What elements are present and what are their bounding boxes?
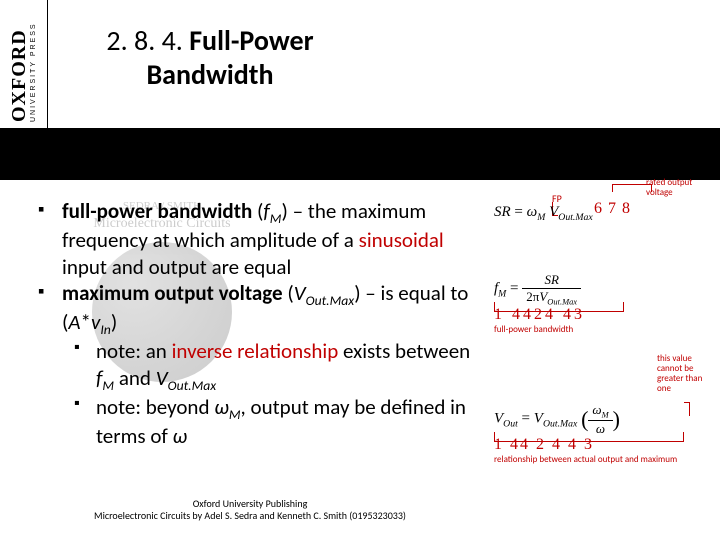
eq1-formula: SR = ωM VOut.Max <box>494 204 593 223</box>
eq2-annot-below: full-power bandwidth <box>494 324 573 335</box>
bullet-item: maximum output voltage (VOut.Max) – is e… <box>38 280 488 339</box>
bullet-list: full-power bandwidth (fM) – the maximum … <box>38 198 488 449</box>
equations-panel: rated output voltage FP SR = ωM VOut.Max… <box>494 184 714 484</box>
eq2-brace-icon <box>494 302 624 312</box>
publisher-main-text: OXFORD <box>8 29 31 122</box>
bullet-item: full-power bandwidth (fM) – the maximum … <box>38 198 488 280</box>
eq3-pointer-icon <box>684 402 690 416</box>
eq1-annot-voltage: rated output voltage <box>646 178 696 198</box>
footer-line2: Microelectronic Circuits by Adel S. Sedr… <box>0 510 500 522</box>
title-text: 2. 8. 4. Full-Power Bandwidth <box>60 24 360 91</box>
eq1-brace-icon <box>612 184 652 192</box>
bullet-item: note: beyond ωM, output may be defined i… <box>38 394 488 450</box>
equation-sr: rated output voltage FP SR = ωM VOut.Max… <box>494 184 714 244</box>
slide-footer: Oxford University Publishing Microelectr… <box>0 498 500 522</box>
equation-fm: fM = SR 2πVOut.Max 1 4424 43 full-power … <box>494 262 714 342</box>
slide-title: 2. 8. 4. Full-Power Bandwidth <box>60 24 360 91</box>
publisher-sub-text: UNIVERSITY PRESS <box>30 22 37 122</box>
eq3-annot-below: relationship between actual output and m… <box>494 454 694 465</box>
bullet-item: note: an inverse relationship exists bet… <box>38 338 488 394</box>
eq3-brace-icon <box>494 432 684 442</box>
divider-bar <box>0 128 720 180</box>
equation-vout: this value cannot be greater than one VO… <box>494 372 714 472</box>
eq3-annot-right: this value cannot be greater than one <box>657 354 712 394</box>
title-prefix: 2. 8. 4. <box>106 23 189 58</box>
eq1-page-digits: 678 <box>594 200 636 218</box>
